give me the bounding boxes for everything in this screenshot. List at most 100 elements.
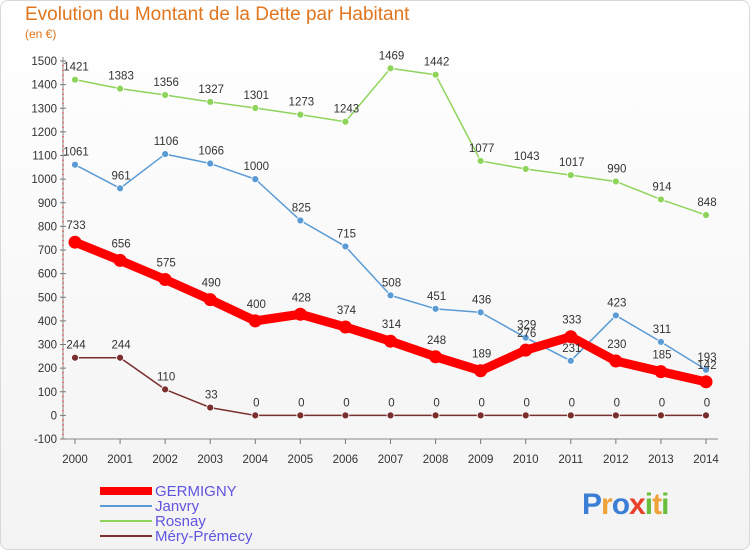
x-tick-label: 2001 bbox=[107, 454, 133, 466]
data-point bbox=[71, 353, 79, 362]
data-label: 0 bbox=[298, 397, 304, 409]
y-minor-tick bbox=[62, 197, 64, 199]
y-tick-label: 1200 bbox=[31, 127, 57, 139]
data-label: 244 bbox=[111, 340, 131, 352]
y-minor-tick bbox=[62, 88, 64, 91]
y-minor-tick bbox=[62, 64, 64, 67]
data-label: 329 bbox=[517, 320, 536, 332]
y-minor-tick bbox=[62, 282, 64, 284]
data-label: 1106 bbox=[154, 136, 179, 148]
x-tick-label: 2007 bbox=[378, 454, 404, 466]
data-point bbox=[161, 385, 170, 394]
y-tick-label: 900 bbox=[38, 198, 57, 210]
data-label: 1000 bbox=[243, 161, 269, 173]
y-minor-tick bbox=[62, 168, 64, 171]
data-label: 490 bbox=[202, 278, 221, 290]
y-minor-tick bbox=[62, 400, 64, 403]
y-minor-tick bbox=[62, 79, 64, 81]
y-minor-tick bbox=[62, 310, 64, 313]
data-point bbox=[611, 411, 620, 420]
data-point bbox=[566, 171, 575, 180]
data-point bbox=[293, 307, 307, 321]
y-minor-tick bbox=[62, 362, 64, 365]
data-point bbox=[566, 356, 575, 365]
data-label: 244 bbox=[66, 340, 86, 352]
data-label: 248 bbox=[427, 335, 446, 347]
data-point bbox=[702, 365, 710, 374]
data-label: 1327 bbox=[198, 84, 224, 96]
data-label: 1273 bbox=[289, 97, 315, 109]
data-label: 1383 bbox=[108, 71, 134, 83]
data-point bbox=[206, 159, 215, 168]
data-point bbox=[296, 411, 305, 420]
data-label: 1077 bbox=[469, 143, 495, 155]
y-minor-tick bbox=[62, 230, 64, 232]
data-label: 508 bbox=[382, 277, 401, 289]
data-point bbox=[521, 333, 530, 342]
y-tick-label: 200 bbox=[38, 363, 57, 375]
data-point bbox=[429, 350, 443, 364]
data-point bbox=[702, 411, 710, 420]
y-minor-tick bbox=[62, 149, 64, 152]
data-label: 1469 bbox=[379, 50, 405, 62]
data-label: 656 bbox=[111, 238, 130, 250]
data-point bbox=[116, 353, 124, 362]
y-minor-tick bbox=[62, 381, 64, 384]
y-minor-tick bbox=[62, 376, 64, 379]
logo-letter: P bbox=[582, 488, 602, 521]
y-minor-tick bbox=[62, 239, 64, 242]
data-label: 436 bbox=[472, 294, 491, 306]
y-minor-tick bbox=[62, 192, 64, 195]
y-minor-tick bbox=[62, 324, 64, 327]
y-minor-tick bbox=[62, 268, 64, 270]
data-label: 0 bbox=[478, 397, 484, 409]
y-minor-tick bbox=[62, 334, 64, 336]
data-label: 0 bbox=[253, 397, 259, 409]
data-label: 333 bbox=[562, 315, 581, 327]
x-tick-label: 2000 bbox=[62, 454, 88, 466]
data-point bbox=[386, 411, 395, 420]
y-minor-tick bbox=[62, 301, 64, 303]
data-point bbox=[203, 293, 217, 307]
data-label: 1243 bbox=[334, 104, 360, 116]
y-minor-tick bbox=[62, 263, 64, 265]
y-tick-label: 600 bbox=[38, 269, 57, 281]
data-label: 1442 bbox=[424, 57, 450, 69]
y-minor-tick bbox=[62, 140, 64, 143]
data-label: 428 bbox=[292, 292, 311, 304]
data-point bbox=[341, 117, 350, 126]
data-label: 1043 bbox=[514, 151, 540, 163]
proxiti-logo: Proxiti bbox=[582, 488, 669, 522]
data-label: 0 bbox=[433, 397, 439, 409]
y-minor-tick bbox=[62, 244, 64, 247]
data-point bbox=[474, 364, 488, 378]
data-point bbox=[702, 211, 710, 219]
data-point bbox=[657, 411, 665, 420]
data-point bbox=[251, 175, 260, 184]
y-tick-label: 1100 bbox=[32, 151, 57, 163]
y-minor-tick bbox=[62, 206, 64, 209]
chart-title: Evolution du Montant de la Dette par Hab… bbox=[25, 4, 410, 25]
data-point bbox=[251, 104, 260, 112]
y-minor-tick bbox=[62, 305, 64, 308]
data-point bbox=[476, 157, 485, 165]
y-minor-tick bbox=[62, 353, 64, 355]
data-label: 715 bbox=[337, 228, 356, 240]
data-point bbox=[521, 411, 530, 420]
y-tick-label: 400 bbox=[38, 316, 57, 328]
y-axis-unit: (en €) bbox=[25, 27, 57, 41]
data-point bbox=[338, 320, 352, 334]
data-label: 733 bbox=[66, 220, 85, 232]
data-label: 825 bbox=[292, 202, 311, 214]
data-label: 110 bbox=[157, 371, 175, 383]
data-label: 0 bbox=[704, 397, 710, 409]
data-label: 1421 bbox=[63, 62, 89, 74]
x-tick-label: 2005 bbox=[288, 454, 314, 466]
y-tick-label: -100 bbox=[34, 434, 57, 446]
legend-swatch bbox=[100, 535, 152, 537]
data-label: 0 bbox=[614, 397, 620, 409]
data-point bbox=[431, 70, 440, 79]
legend-swatch bbox=[100, 487, 152, 495]
data-label: 0 bbox=[343, 397, 349, 409]
